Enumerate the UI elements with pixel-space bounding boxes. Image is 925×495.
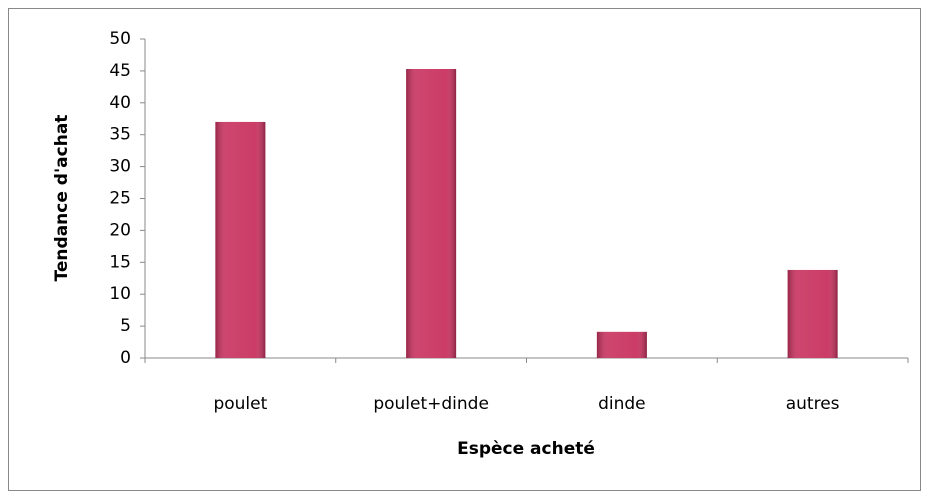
x-tick-label: poulet+dinde — [373, 394, 489, 414]
y-tick-label: 45 — [109, 61, 131, 81]
y-tick-label: 30 — [109, 157, 131, 177]
y-tick-label: 50 — [109, 29, 131, 49]
y-tick-label: 15 — [109, 252, 131, 272]
y-tick-label: 10 — [109, 284, 131, 304]
x-tick-label: poulet — [213, 394, 267, 414]
y-tick-label: 40 — [109, 93, 131, 113]
x-tick-label: autres — [786, 394, 840, 414]
y-axis-title: Tendance d'achat — [52, 115, 72, 282]
bar-shade — [406, 68, 457, 359]
bar-shade — [215, 121, 266, 358]
y-tick-label: 0 — [120, 348, 131, 368]
bar-shade — [596, 331, 647, 358]
x-tick-label: dinde — [598, 394, 646, 414]
y-tick-label: 20 — [109, 220, 131, 240]
y-tick-label: 35 — [109, 125, 131, 145]
x-axis-title: Espèce acheté — [457, 439, 595, 459]
y-tick-label: 25 — [109, 189, 131, 209]
bar-shade — [787, 269, 838, 358]
y-tick-label: 5 — [120, 316, 131, 336]
chart-frame — [8, 8, 921, 491]
